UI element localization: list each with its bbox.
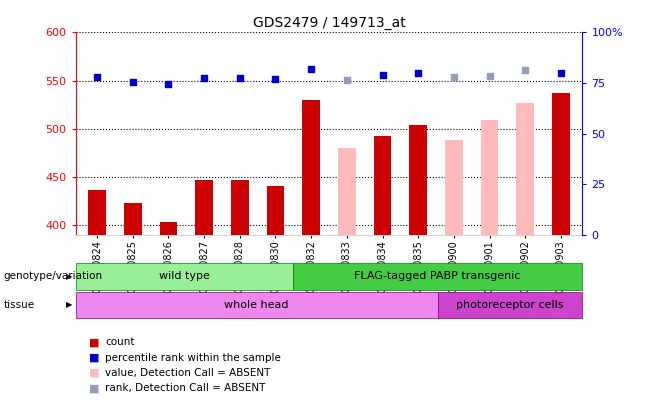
- Text: ■: ■: [89, 337, 99, 347]
- Bar: [552, 93, 570, 235]
- Bar: [159, 222, 178, 235]
- Point: [484, 72, 495, 79]
- Text: ▶: ▶: [66, 272, 72, 281]
- Text: count: count: [105, 337, 135, 347]
- Point: [199, 75, 209, 81]
- Point: [163, 81, 174, 88]
- Point: [342, 77, 352, 83]
- Text: ■: ■: [89, 353, 99, 362]
- Text: whole head: whole head: [224, 300, 289, 310]
- Bar: [88, 190, 106, 235]
- Point: [128, 78, 138, 85]
- Text: photoreceptor cells: photoreceptor cells: [456, 300, 564, 310]
- Bar: [374, 136, 392, 235]
- Bar: [517, 103, 534, 235]
- Text: genotype/variation: genotype/variation: [3, 271, 103, 281]
- Text: tissue: tissue: [3, 300, 34, 310]
- Text: percentile rank within the sample: percentile rank within the sample: [105, 353, 281, 362]
- Text: wild type: wild type: [159, 271, 210, 281]
- Text: ■: ■: [89, 368, 99, 378]
- Bar: [293, 263, 582, 290]
- Text: ▶: ▶: [66, 300, 72, 309]
- Point: [270, 75, 281, 82]
- Point: [377, 72, 388, 78]
- Bar: [76, 263, 293, 290]
- Bar: [338, 148, 356, 235]
- Text: FLAG-tagged PABP transgenic: FLAG-tagged PABP transgenic: [354, 271, 521, 281]
- Point: [555, 70, 566, 76]
- Point: [413, 70, 424, 76]
- Text: ■: ■: [89, 384, 99, 393]
- Bar: [195, 180, 213, 235]
- Bar: [124, 203, 141, 235]
- Bar: [445, 141, 463, 235]
- Text: value, Detection Call = ABSENT: value, Detection Call = ABSENT: [105, 368, 270, 378]
- Bar: [231, 180, 249, 235]
- Bar: [76, 292, 438, 318]
- Point: [234, 75, 245, 81]
- Bar: [266, 186, 284, 235]
- Bar: [409, 125, 427, 235]
- Bar: [480, 120, 499, 235]
- Point: [92, 74, 103, 80]
- Bar: [302, 100, 320, 235]
- Point: [306, 66, 316, 72]
- Title: GDS2479 / 149713_at: GDS2479 / 149713_at: [253, 16, 405, 30]
- Bar: [438, 292, 582, 318]
- Text: rank, Detection Call = ABSENT: rank, Detection Call = ABSENT: [105, 384, 266, 393]
- Point: [449, 74, 459, 80]
- Point: [520, 67, 530, 73]
